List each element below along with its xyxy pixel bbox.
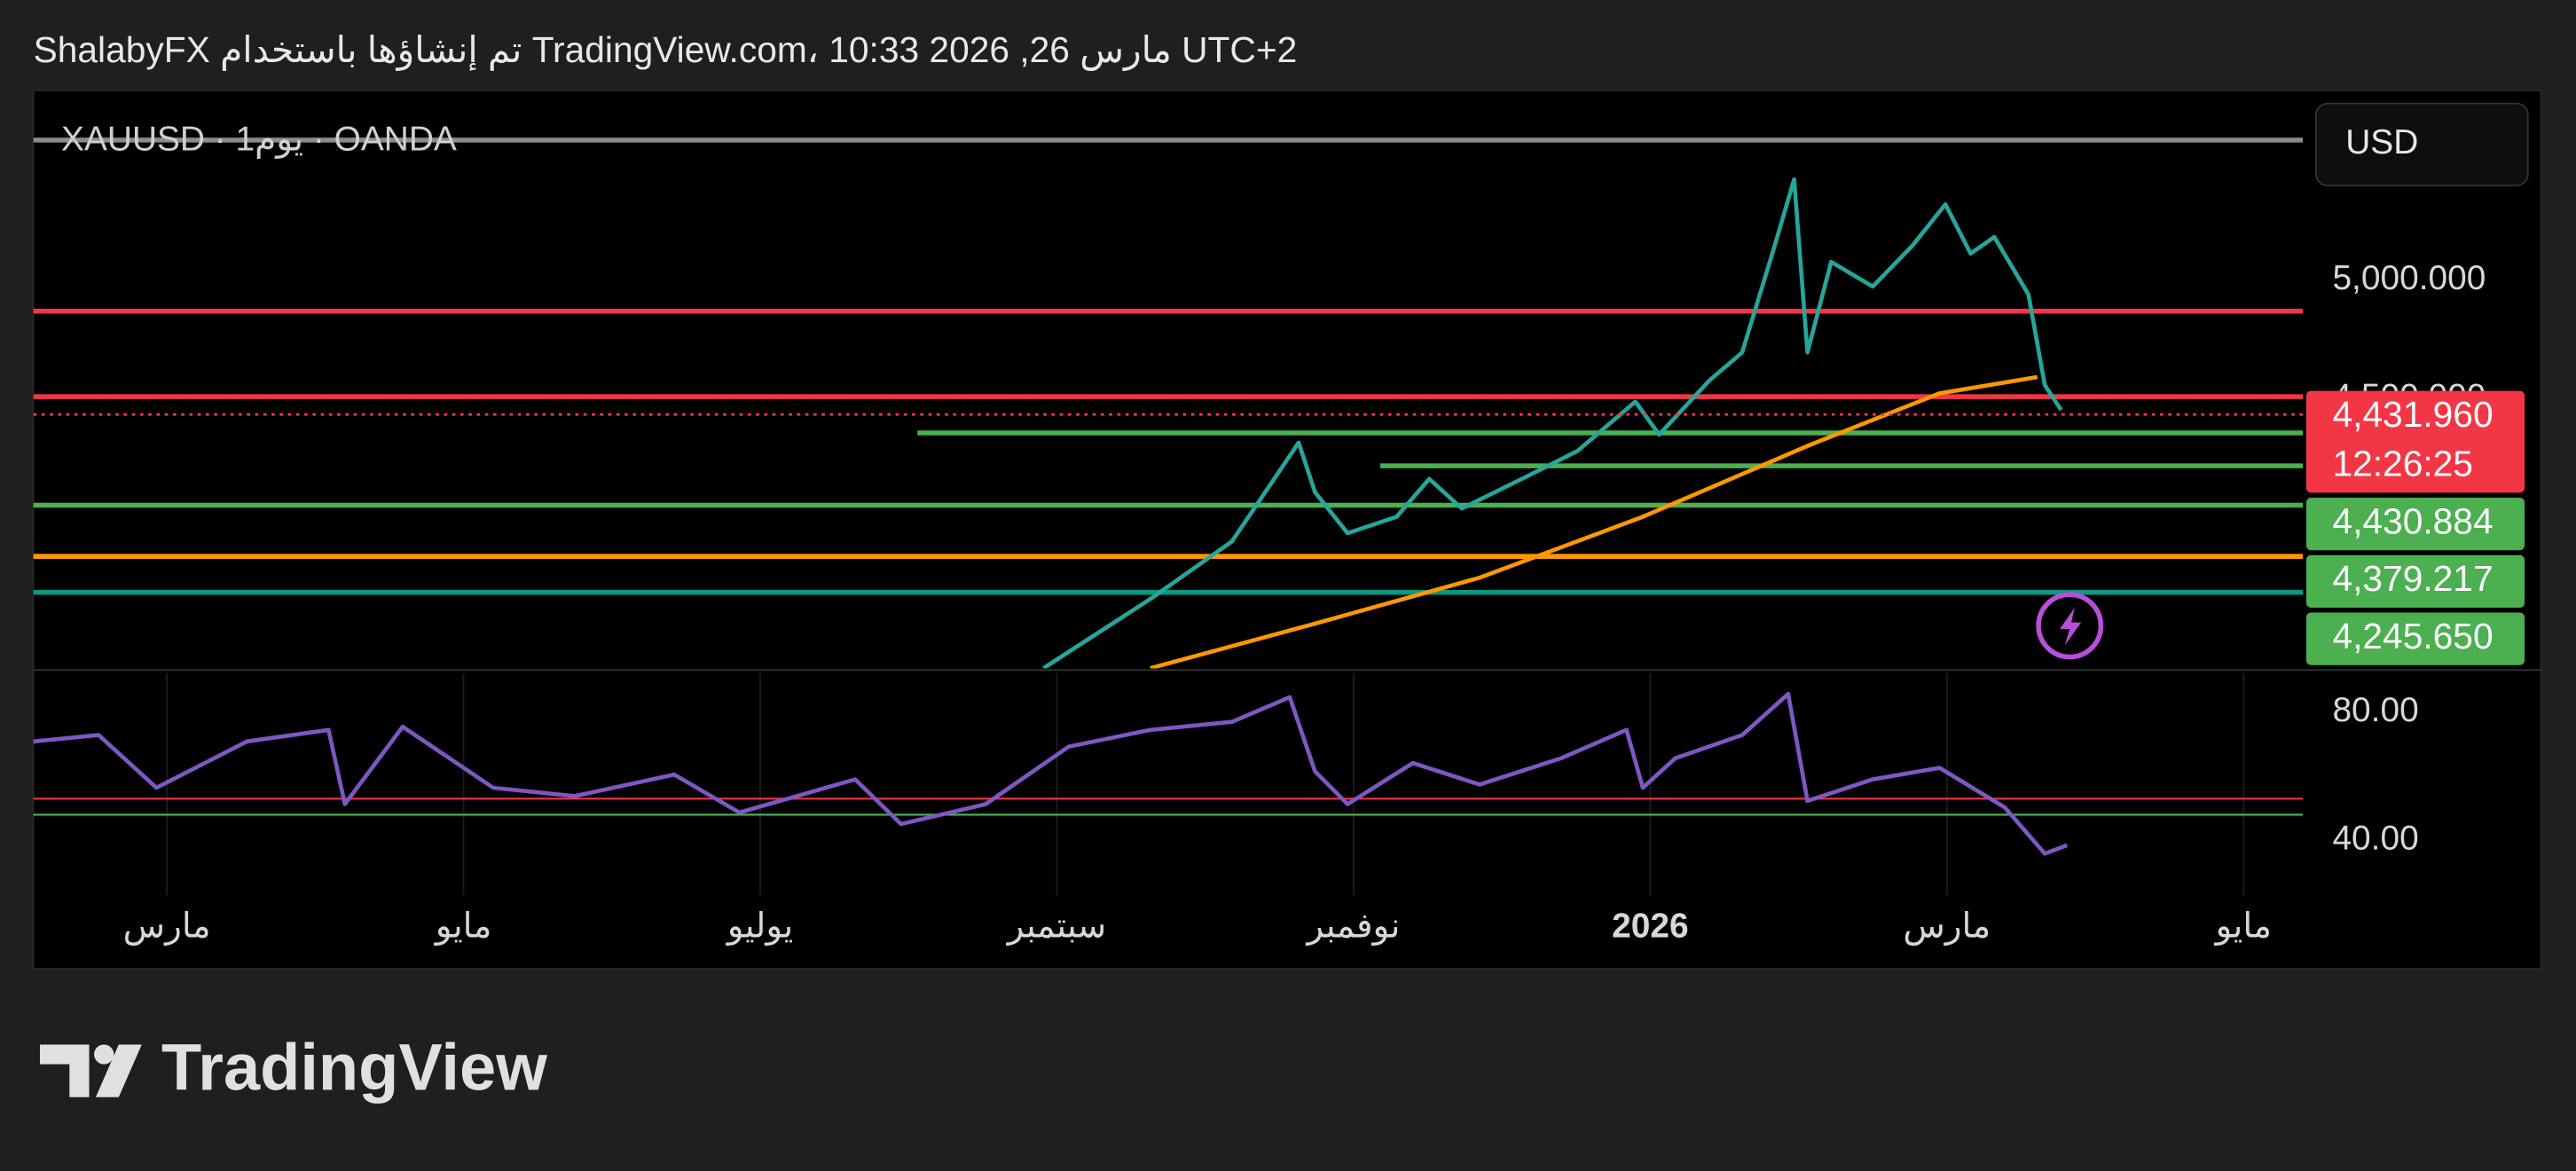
header-title: ShalabyFX تم إنشاؤها باستخدام TradingVie… — [34, 29, 1298, 71]
price-label-box — [2305, 612, 2525, 665]
x-tick-label: 2026 — [1612, 907, 1688, 945]
series-line — [1042, 177, 2063, 669]
currency[interactable]: USD — [2345, 123, 2418, 161]
alert-icon[interactable] — [2036, 592, 2104, 660]
x-tick-label: مايو — [434, 907, 492, 946]
chart-panel — [32, 89, 2542, 971]
y-tick-label: 80.00 — [2332, 691, 2418, 729]
price-label: 4,245.650 — [2332, 616, 2493, 656]
x-tick-label: يوليو — [726, 907, 794, 946]
logo-icon — [39, 1044, 142, 1097]
x-tick-label: مارس — [1903, 907, 1991, 945]
price-label-box — [2305, 554, 2525, 608]
axes: 5,000.0004,500.0004,431.96012:26:254,430… — [123, 259, 2525, 946]
currency-box[interactable] — [2315, 102, 2529, 187]
price-label-box — [2305, 390, 2525, 493]
y-tick-label: 40.00 — [2332, 820, 2418, 858]
logo-text: TradingView — [161, 1030, 547, 1104]
series-line — [1150, 374, 2038, 669]
symbol-label: XAUUSD · 1يوم · OANDA — [61, 120, 457, 159]
x-tick-label: مارس — [123, 907, 211, 945]
alert-bolt — [2060, 607, 2082, 646]
price-pane — [33, 138, 2304, 669]
y-tick-label: 5,000.000 — [2332, 259, 2486, 297]
price-label: 4,431.960 — [2332, 394, 2493, 435]
rsi-pane — [33, 673, 2304, 895]
x-tick-label: نوفمبر — [1305, 907, 1400, 946]
x-tick-label: سبتمبر — [1006, 907, 1107, 946]
x-tick-label: مايو — [2213, 907, 2272, 946]
countdown: 12:26:25 — [2332, 444, 2473, 484]
price-label: 4,379.217 — [2332, 558, 2493, 599]
price-label-box — [2305, 497, 2525, 551]
series-line — [33, 691, 2069, 856]
price-label: 4,430.884 — [2332, 500, 2493, 541]
